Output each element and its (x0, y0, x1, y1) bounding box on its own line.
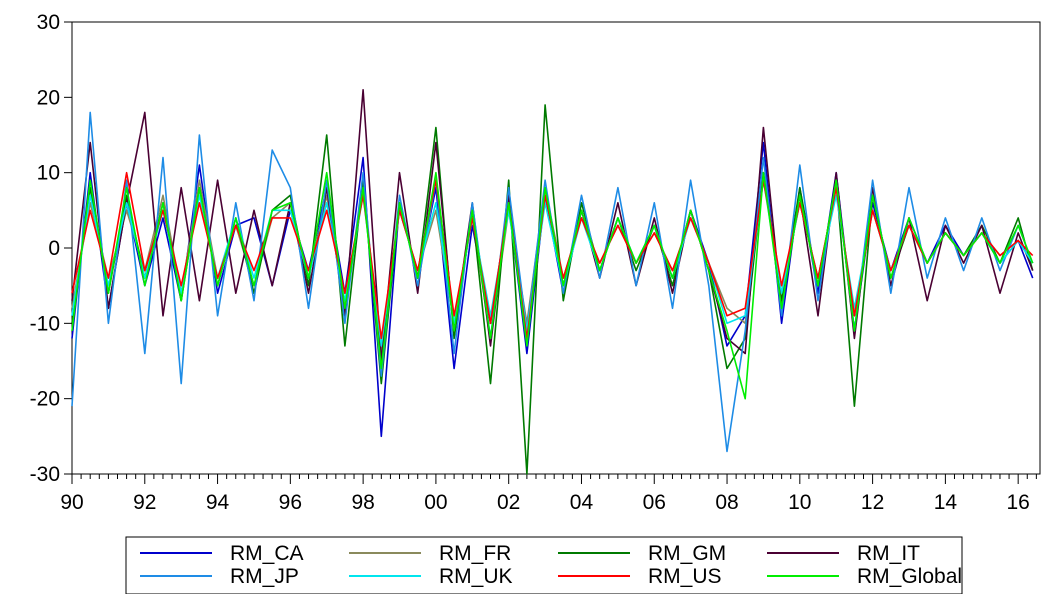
x-tick-label: 96 (279, 491, 302, 514)
legend-label: RM_GM (648, 542, 726, 565)
legend-box (125, 536, 963, 594)
x-tick-label: 06 (643, 491, 666, 514)
x-tick-label: 02 (497, 491, 520, 514)
series-line-rm-global (71, 171, 1034, 400)
x-axis: 90 92 94 96 98 00 02 04 06 08 10 12 14 16 (60, 474, 1037, 514)
x-tick-label: 08 (715, 491, 738, 514)
legend-label: RM_Global (857, 565, 962, 588)
legend-label: RM_UK (439, 565, 513, 588)
y-tick-label: 10 (37, 162, 60, 185)
x-tick-label: 90 (60, 491, 83, 514)
y-tick-label: 0 (48, 237, 60, 260)
y-tick-label: -20 (30, 388, 60, 411)
series-line-rm-gm (71, 104, 1034, 475)
legend-label: RM_IT (857, 542, 920, 565)
y-tick-label: 20 (37, 86, 60, 109)
legend-label: RM_CA (230, 542, 304, 565)
y-tick-label: -10 (30, 312, 60, 335)
series-line-rm-us (71, 171, 1034, 340)
x-tick-label: 92 (133, 491, 156, 514)
x-tick-label: 12 (861, 491, 884, 514)
x-tick-label: 94 (206, 491, 230, 514)
x-tick-label: 10 (788, 491, 811, 514)
x-tick-label: 00 (424, 491, 447, 514)
x-tick-label: 04 (570, 491, 594, 514)
y-tick-label: 30 (37, 11, 60, 34)
x-tick-label: 14 (934, 491, 958, 514)
y-tick-label: -30 (30, 463, 60, 486)
legend-label: RM_JP (230, 565, 299, 588)
legend-label: RM_US (648, 565, 722, 588)
legend-label: RM_FR (439, 542, 511, 565)
legend: RM_CA RM_FR RM_GM RM_IT RM_JP RM_UK RM_US RM_Gl… (125, 536, 963, 594)
x-tick-label: 16 (1006, 491, 1029, 514)
y-axis: -30 -20 -10 0 10 20 30 (30, 11, 72, 486)
series-layer (71, 89, 1034, 475)
x-tick-label: 98 (351, 491, 374, 514)
